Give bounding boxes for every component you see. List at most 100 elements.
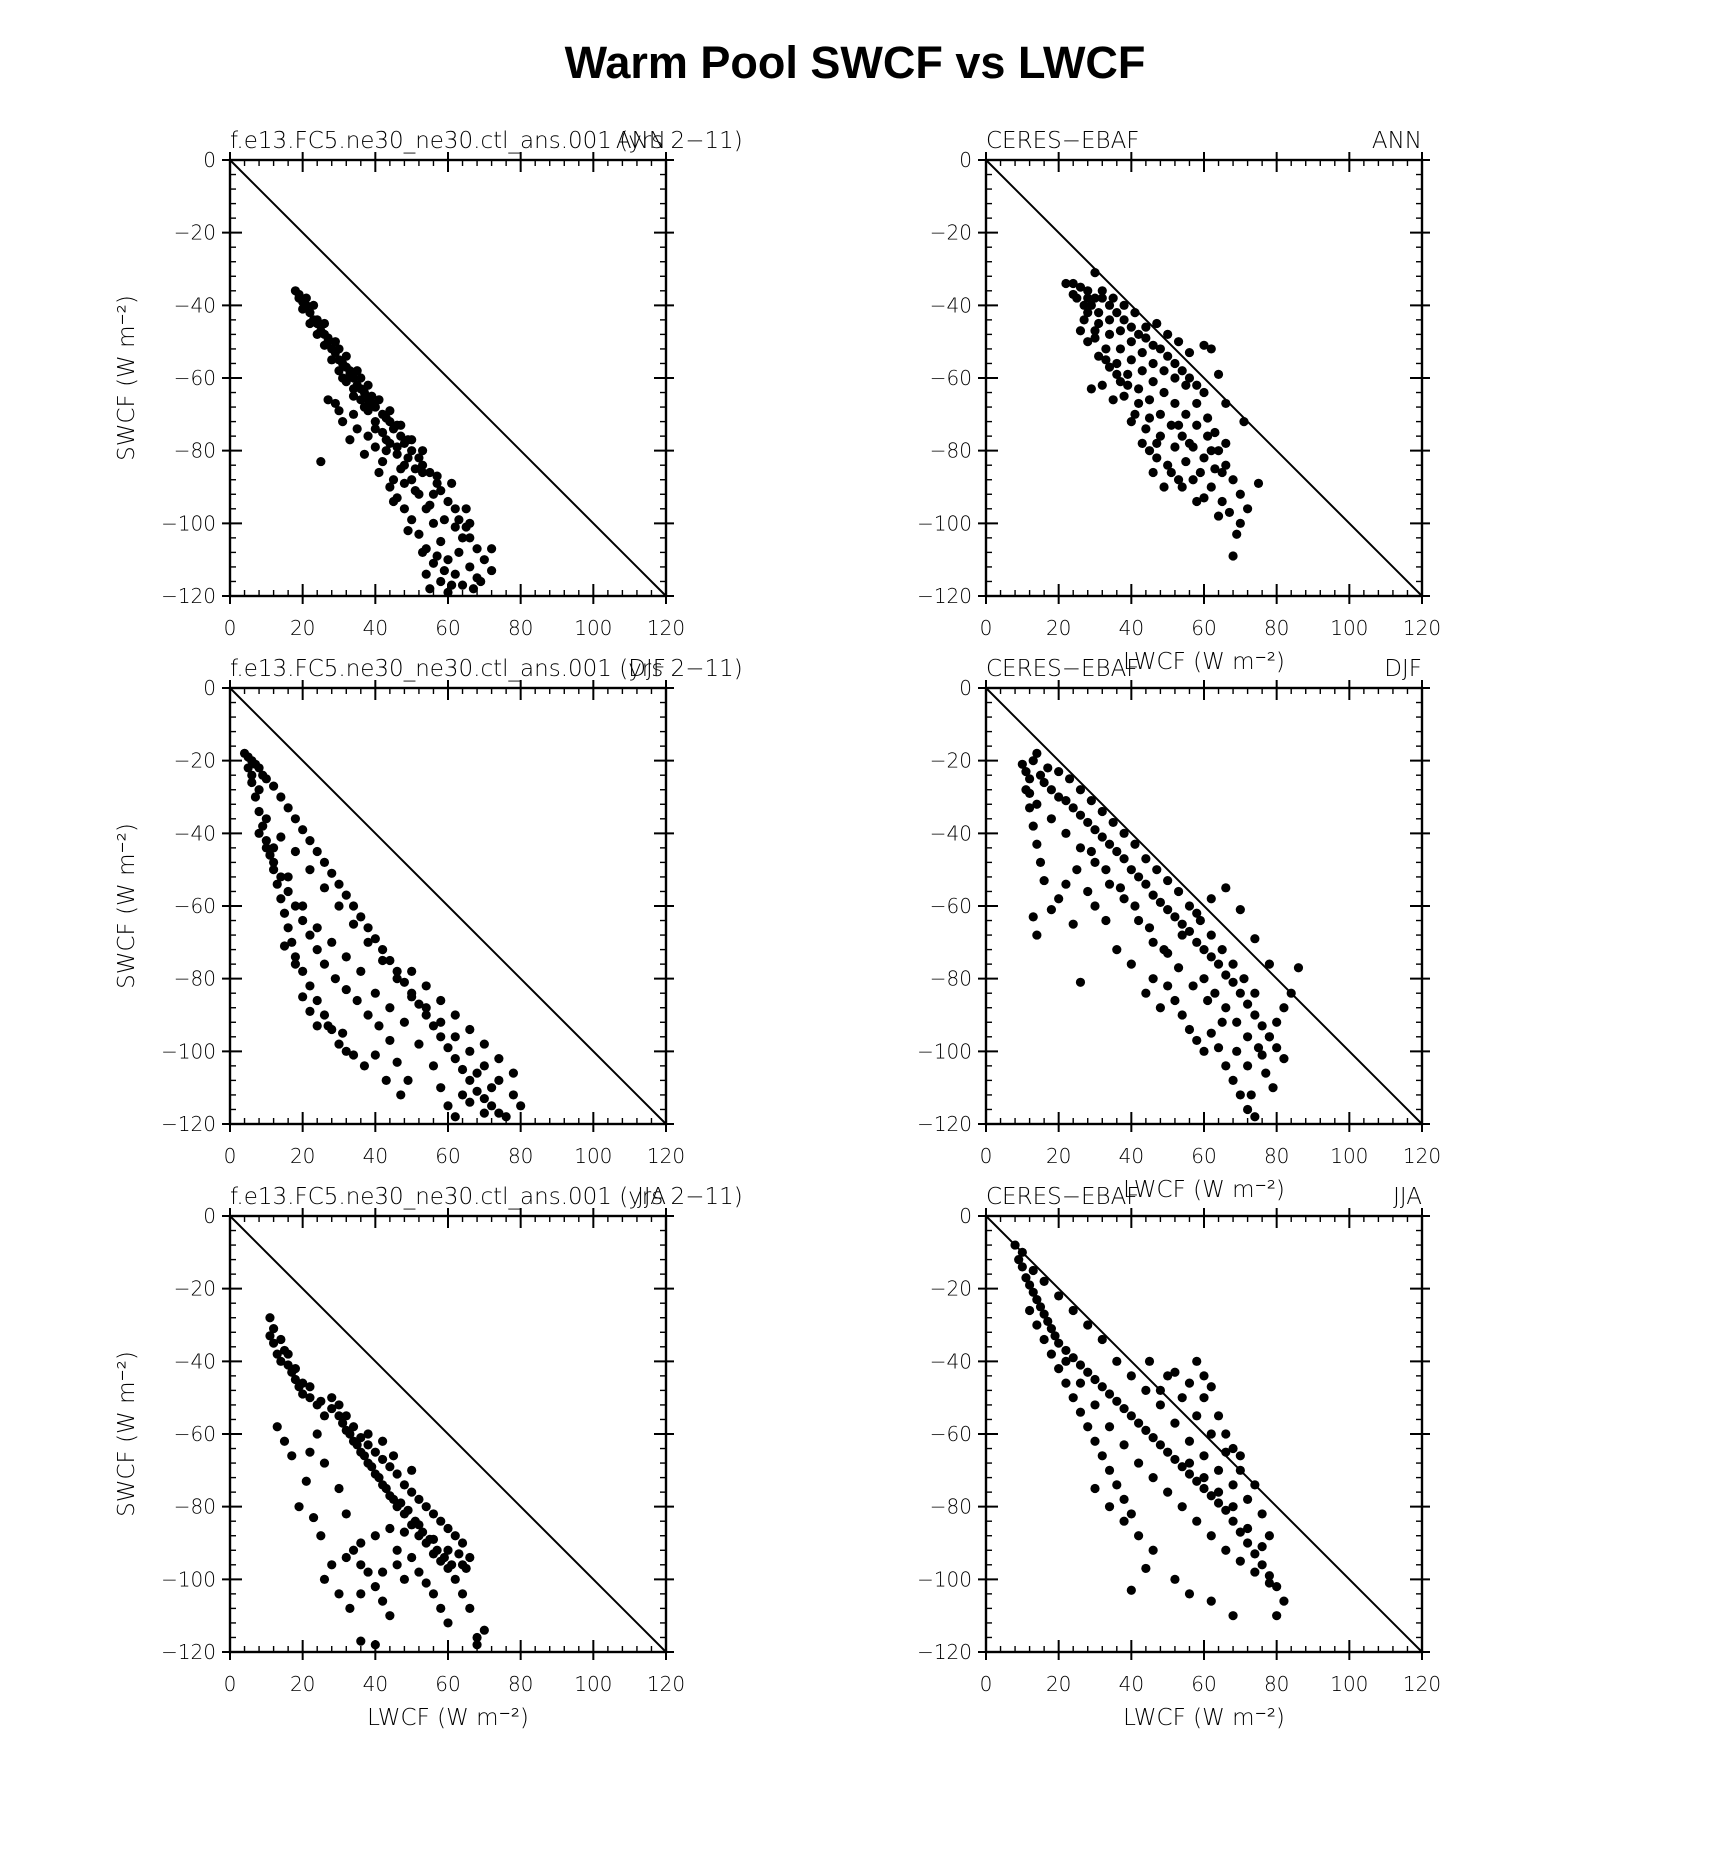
data-point <box>359 449 370 459</box>
data-point <box>472 1068 482 1078</box>
data-point <box>1104 329 1115 339</box>
data-point <box>1173 420 1184 430</box>
panels: 0 20 40 60 80 100 120 0 −20 −40 −60 −80 −100 −120 f.e1… <box>114 128 1441 1731</box>
y-tick-label: −80 <box>174 967 216 991</box>
panel-right-label: JJA <box>1393 1184 1422 1210</box>
data-point <box>1192 908 1202 918</box>
data-point <box>276 792 286 802</box>
data-point <box>1213 511 1224 521</box>
data-point <box>250 792 261 802</box>
data-point <box>385 1611 395 1621</box>
x-tick-label: 60 <box>435 1672 460 1696</box>
data-point <box>1115 344 1126 354</box>
data-point <box>352 366 362 376</box>
data-point <box>421 1578 431 1588</box>
data-point <box>447 1560 457 1570</box>
data-point <box>403 1075 413 1085</box>
data-point <box>1148 467 1158 478</box>
data-point <box>1257 1509 1267 1519</box>
data-point <box>1061 1345 1071 1356</box>
data-point <box>1293 963 1304 973</box>
data-point <box>319 857 330 868</box>
data-point <box>432 478 442 488</box>
y-tick-label: −120 <box>161 1112 216 1136</box>
x-tick-label: 20 <box>290 1672 315 1696</box>
data-point <box>1206 930 1216 940</box>
y-tick-label: −60 <box>930 1422 972 1446</box>
data-point <box>1014 1255 1024 1265</box>
data-point <box>1126 959 1136 969</box>
data-point <box>1170 442 1180 452</box>
data-point <box>1272 1043 1282 1053</box>
data-point <box>348 391 359 401</box>
data-point <box>269 857 279 868</box>
data-point <box>1184 926 1195 937</box>
data-point <box>356 1560 366 1570</box>
y-tick-label: 0 <box>203 148 216 172</box>
data-point <box>1257 1542 1267 1552</box>
data-point <box>283 872 293 882</box>
data-point <box>1184 438 1195 448</box>
data-point <box>465 533 475 543</box>
data-point <box>1046 814 1056 824</box>
data-point <box>348 919 359 929</box>
data-point <box>487 544 497 554</box>
data-point <box>407 515 417 525</box>
data-point <box>407 992 417 1002</box>
data-point <box>1213 959 1224 969</box>
data-point <box>363 1429 373 1439</box>
data-point <box>1221 438 1231 448</box>
data-point <box>407 446 417 456</box>
data-point <box>1025 774 1035 784</box>
data-point <box>1134 915 1144 926</box>
x-tick-label: 20 <box>290 616 315 640</box>
data-point <box>1119 300 1129 310</box>
scatter-panel-2: 0 20 40 60 80 100 120 0 −20 −40 −60 −80 −100 −120 CERE… <box>917 128 1441 675</box>
data-point <box>1126 1371 1136 1381</box>
data-point <box>1104 1502 1115 1512</box>
data-point <box>1152 453 1162 463</box>
data-point <box>305 1382 315 1392</box>
data-point <box>1141 1385 1151 1395</box>
data-point <box>359 387 370 398</box>
data-point <box>508 1068 518 1078</box>
data-point <box>305 930 315 940</box>
data-point <box>1192 1516 1202 1526</box>
data-point <box>450 1112 460 1122</box>
data-point <box>385 406 395 416</box>
data-point <box>356 1538 366 1548</box>
y-tick-label: −120 <box>161 584 216 608</box>
data-point <box>1163 460 1173 470</box>
data-point <box>1101 355 1111 365</box>
data-point <box>363 1440 373 1450</box>
data-point <box>341 1411 351 1421</box>
data-point <box>1170 1367 1180 1377</box>
x-tick-label: 80 <box>508 1144 533 1168</box>
data-point <box>1097 806 1107 817</box>
data-point <box>378 945 388 955</box>
data-point <box>334 406 344 416</box>
data-point <box>265 1331 275 1341</box>
data-point <box>341 1509 351 1519</box>
y-tick-label: −120 <box>917 1640 972 1664</box>
data-point <box>388 496 399 507</box>
data-point <box>276 872 286 882</box>
data-point <box>399 504 409 514</box>
data-point <box>1155 1003 1165 1013</box>
data-point <box>1199 1483 1209 1494</box>
data-point <box>465 1603 475 1613</box>
data-point <box>269 1324 279 1334</box>
y-tick-label: −100 <box>161 1039 216 1063</box>
data-point <box>1028 821 1038 831</box>
x-tick-label: 120 <box>647 616 685 640</box>
data-point <box>1112 1396 1122 1406</box>
data-point <box>1217 496 1227 507</box>
data-point <box>450 1032 460 1042</box>
data-point <box>1272 1017 1282 1027</box>
data-point <box>1192 496 1202 507</box>
data-point <box>290 846 300 857</box>
data-point <box>425 500 435 510</box>
data-point <box>1017 1247 1027 1257</box>
data-point <box>1054 792 1064 802</box>
